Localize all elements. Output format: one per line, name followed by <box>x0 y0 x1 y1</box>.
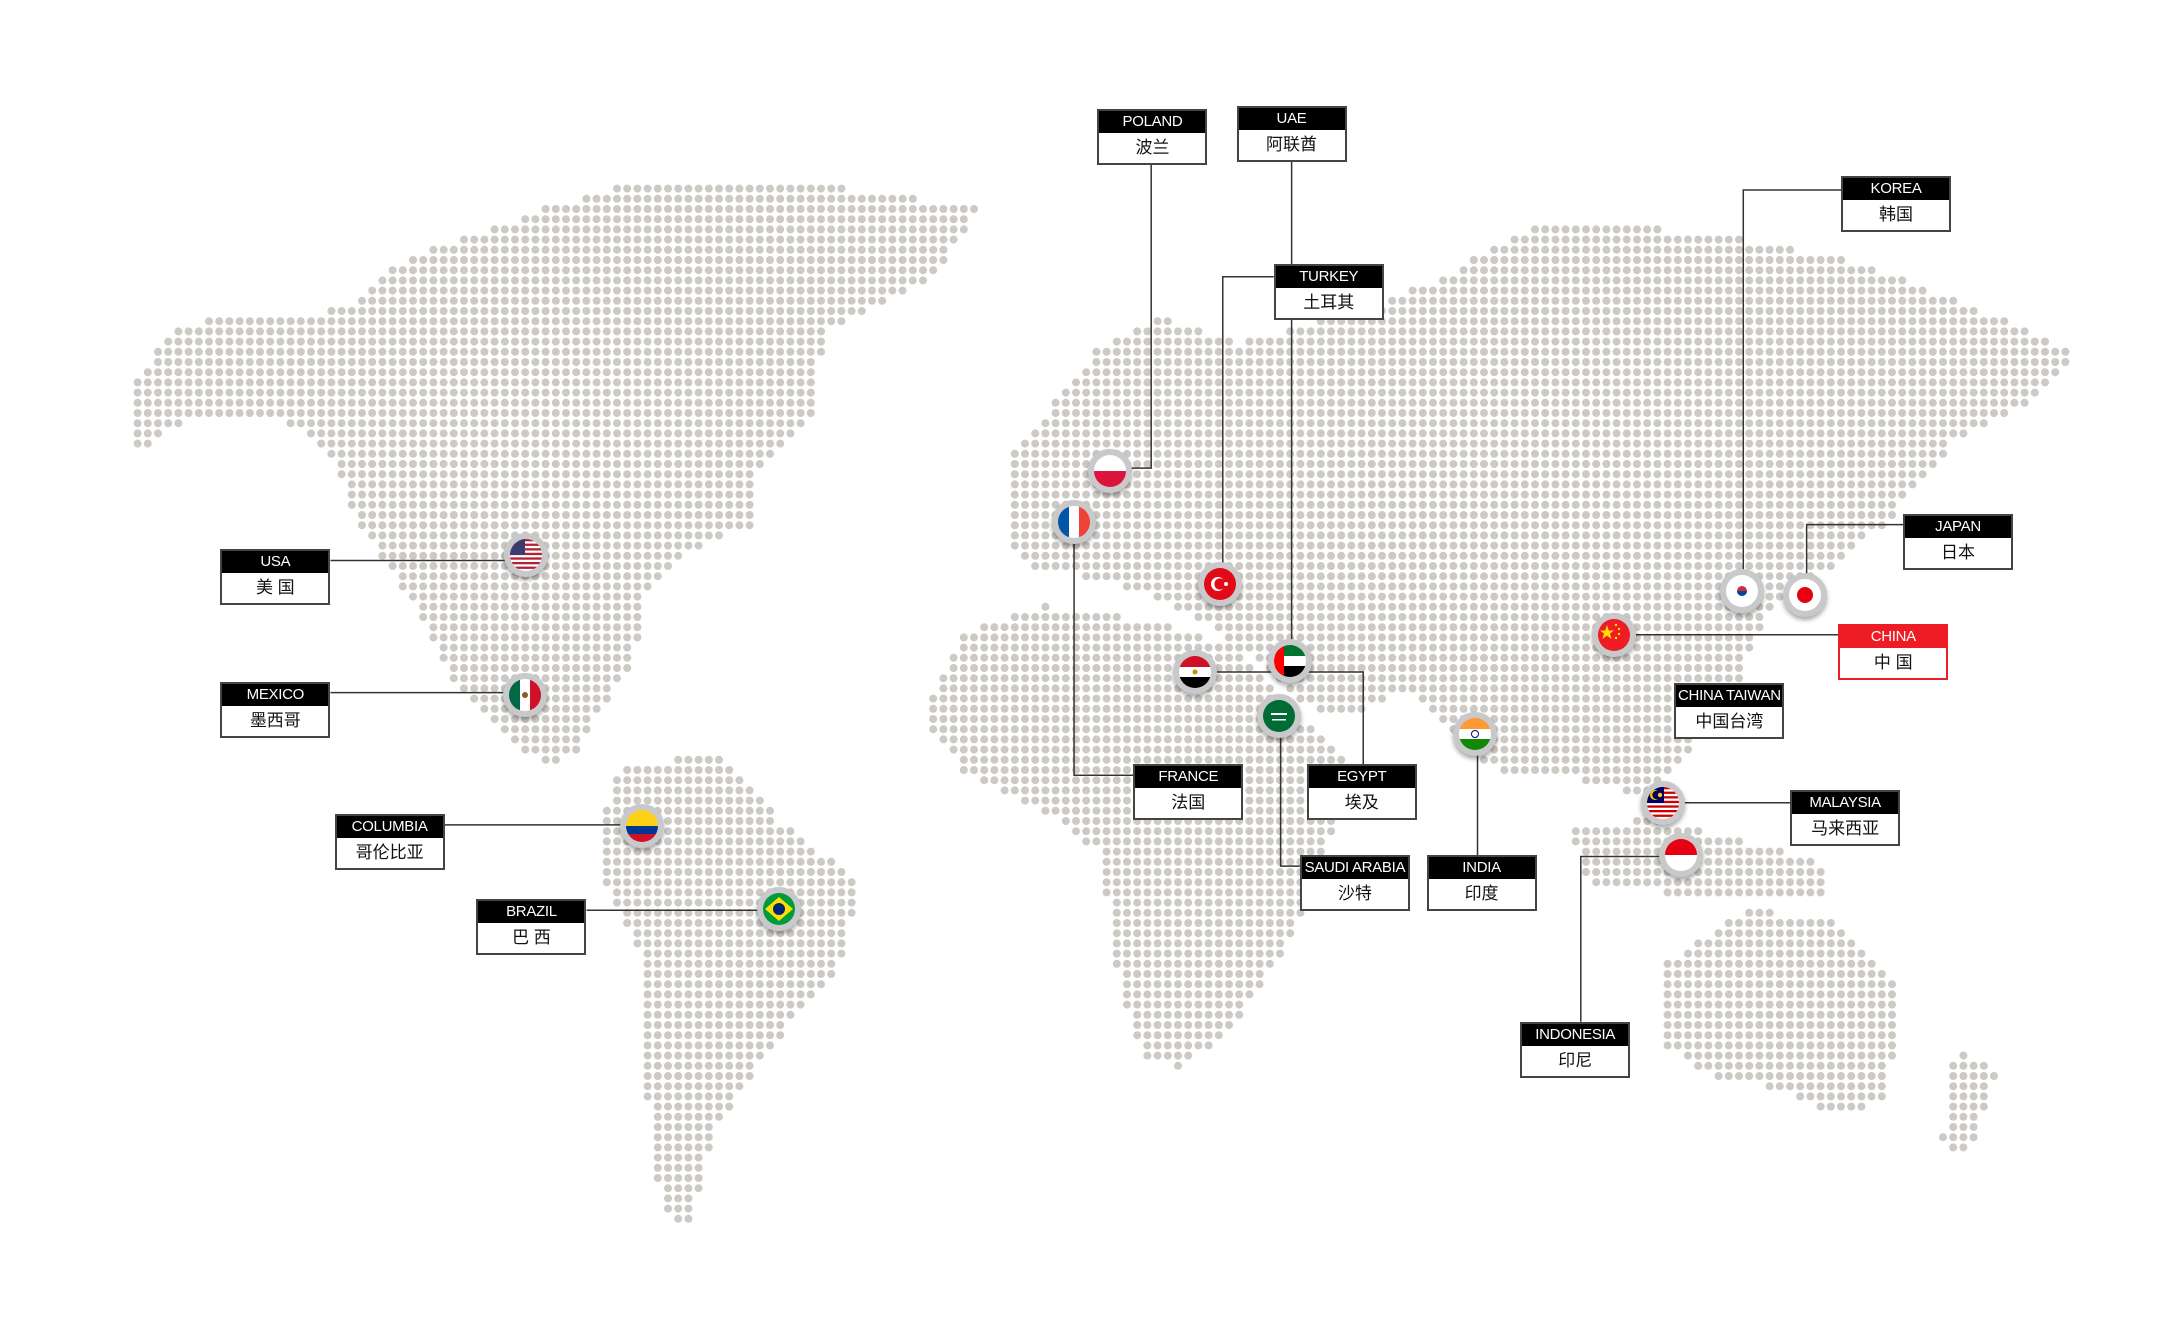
label-zh: 印尼 <box>1558 1050 1593 1070</box>
label-columbia: COLUMBIA 哥伦比亚 <box>334 813 445 870</box>
label-en: USA <box>222 551 329 574</box>
pin-columbia[interactable] <box>619 804 664 849</box>
pin-malaysia[interactable] <box>1641 780 1686 825</box>
connector-korea <box>1742 189 1842 572</box>
flag-colombia-icon <box>625 810 658 843</box>
pin-poland[interactable] <box>1087 448 1132 493</box>
flag-japan-icon <box>1789 578 1822 611</box>
flag-poland-icon <box>1093 454 1126 487</box>
label-taiwan: CHINA TAIWAN 中国台湾 <box>1674 682 1785 739</box>
label-en: POLAND <box>1099 110 1206 133</box>
label-zh: 埃及 <box>1344 793 1379 813</box>
pin-usa[interactable] <box>504 532 548 577</box>
label-zh: 波兰 <box>1135 137 1170 157</box>
label-en: INDIA <box>1428 857 1535 880</box>
pin-saudi[interactable] <box>1257 694 1302 739</box>
label-zh: 墨西哥 <box>249 710 301 730</box>
label-india: INDIA 印度 <box>1426 855 1537 912</box>
label-brazil: BRAZIL 巴 西 <box>476 899 587 956</box>
label-korea: KOREA 韩国 <box>1841 176 1952 233</box>
flag-saudi-arabia-icon <box>1263 700 1296 733</box>
connector-turkey <box>1222 276 1274 565</box>
pin-france[interactable] <box>1052 499 1097 544</box>
label-indonesia: INDONESIA 印尼 <box>1520 1021 1631 1078</box>
label-zh: 马来西亚 <box>1811 819 1880 839</box>
label-zh: 法国 <box>1171 793 1206 813</box>
label-en: INDONESIA <box>1522 1023 1629 1046</box>
flag-brazil-icon <box>763 892 796 925</box>
flag-mexico-icon <box>508 679 541 712</box>
label-china: CHINA 中 国 <box>1838 623 1949 680</box>
flag-egypt-icon <box>1179 655 1212 688</box>
label-en: EGYPT <box>1308 766 1415 789</box>
label-en: CHINA <box>1840 625 1947 648</box>
label-malaysia: MALAYSIA 马来西亚 <box>1790 790 1901 847</box>
label-en: KOREA <box>1843 178 1950 201</box>
label-zh: 美 国 <box>255 578 295 598</box>
flag-indonesia-icon <box>1665 839 1698 872</box>
connector-saudi <box>1279 735 1300 867</box>
flag-korea-icon <box>1725 574 1758 607</box>
flag-india-icon <box>1458 717 1491 750</box>
pin-uae[interactable] <box>1268 638 1313 683</box>
flag-france-icon <box>1058 505 1091 538</box>
label-zh: 沙特 <box>1337 884 1372 904</box>
label-en: JAPAN <box>1905 515 2011 538</box>
label-usa: USA 美 国 <box>220 549 331 606</box>
connector-indonesia <box>1580 855 1663 1022</box>
label-egypt: EGYPT 埃及 <box>1306 764 1417 821</box>
flag-turkey-icon <box>1204 567 1237 600</box>
label-en: MEXICO <box>222 683 329 706</box>
pin-mexico[interactable] <box>502 673 547 718</box>
label-en: TURKEY <box>1275 266 1382 289</box>
pin-japan[interactable] <box>1783 572 1828 617</box>
pin-china[interactable] <box>1591 612 1636 657</box>
pin-egypt[interactable] <box>1173 649 1218 694</box>
label-japan: JAPAN 日本 <box>1903 513 2013 570</box>
label-france: FRANCE 法国 <box>1133 764 1244 821</box>
connector-egypt <box>1214 671 1364 765</box>
label-zh: 中 国 <box>1873 652 1913 672</box>
label-en: UAE <box>1238 108 1345 131</box>
label-poland: POLAND 波兰 <box>1097 108 1208 165</box>
label-zh: 中国台湾 <box>1695 711 1764 731</box>
label-en: COLUMBIA <box>336 815 443 838</box>
label-zh: 印度 <box>1464 884 1499 904</box>
connector-france <box>1073 541 1134 777</box>
flag-usa-icon <box>510 538 542 571</box>
connector-poland <box>1129 162 1152 469</box>
label-zh: 日本 <box>1941 542 1975 562</box>
label-uae: UAE 阿联酋 <box>1236 106 1347 163</box>
label-zh: 阿联酋 <box>1266 135 1318 155</box>
label-saudi: SAUDI ARABIA 沙特 <box>1299 855 1410 912</box>
label-en: SAUDI ARABIA <box>1301 857 1408 880</box>
label-zh: 巴 西 <box>512 928 551 948</box>
pin-turkey[interactable] <box>1198 561 1243 606</box>
label-en: BRAZIL <box>478 901 585 924</box>
label-zh: 韩国 <box>1879 205 1914 225</box>
label-en: CHINA TAIWAN <box>1676 684 1783 707</box>
label-en: FRANCE <box>1135 766 1242 789</box>
flag-china-icon <box>1597 618 1630 651</box>
pin-indonesia[interactable] <box>1659 833 1704 878</box>
connector-japan <box>1805 523 1904 576</box>
pin-brazil[interactable] <box>757 886 802 931</box>
label-en: MALAYSIA <box>1792 792 1899 815</box>
label-mexico: MEXICO 墨西哥 <box>220 681 331 738</box>
pin-korea[interactable] <box>1719 568 1764 613</box>
label-zh: 土耳其 <box>1303 293 1355 313</box>
flag-malaysia-icon <box>1647 786 1680 819</box>
label-zh: 哥伦比亚 <box>355 842 424 862</box>
pin-india[interactable] <box>1452 711 1497 756</box>
label-turkey: TURKEY 土耳其 <box>1273 264 1384 321</box>
flag-uae-icon <box>1274 644 1307 677</box>
